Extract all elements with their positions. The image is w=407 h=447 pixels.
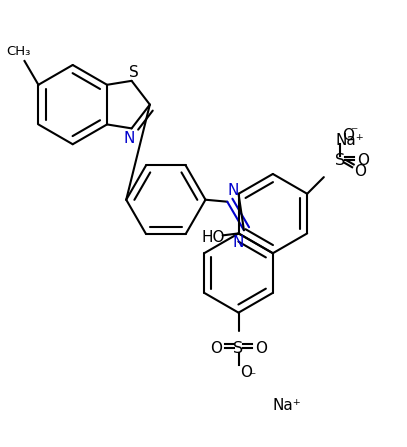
Text: N: N — [232, 235, 244, 249]
Text: S: S — [129, 65, 138, 80]
Text: N: N — [228, 183, 239, 198]
Text: S: S — [234, 341, 244, 356]
Text: O: O — [354, 164, 365, 179]
Text: O: O — [210, 341, 222, 356]
Text: HO: HO — [201, 230, 225, 245]
Text: N: N — [124, 131, 135, 146]
Text: O: O — [255, 341, 267, 356]
Text: O: O — [342, 128, 354, 143]
Text: CH₃: CH₃ — [7, 45, 31, 58]
Text: ⁻: ⁻ — [248, 370, 256, 384]
Text: S: S — [335, 153, 346, 168]
Text: Na⁺: Na⁺ — [336, 133, 365, 148]
Text: O: O — [241, 365, 252, 380]
Text: ⁻: ⁻ — [350, 125, 358, 139]
Text: Na⁺: Na⁺ — [272, 398, 301, 413]
Text: O: O — [357, 153, 369, 168]
